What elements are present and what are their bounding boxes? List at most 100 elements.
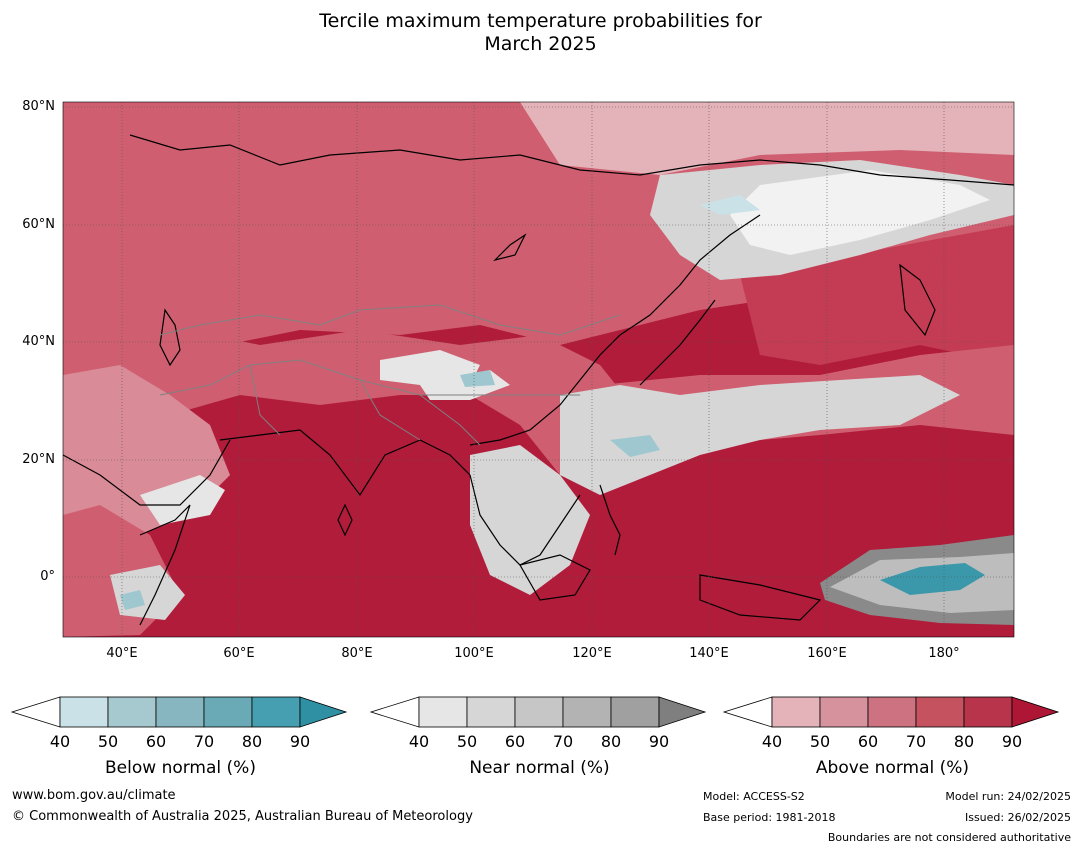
lon-label-180: 180°	[928, 646, 960, 661]
swatch-above-1	[771, 696, 821, 728]
footer-disclaimer: Boundaries are not considered authoritat…	[827, 831, 1071, 844]
lat-label-40n: 40°N	[22, 334, 55, 349]
colorbar-above-swatches	[722, 696, 1060, 728]
field-near-east-siberia-white	[730, 170, 990, 255]
footer-model-run: Model run: 24/02/2025	[945, 790, 1071, 803]
footer-copyright: © Commonwealth of Australia 2025, Austra…	[12, 809, 473, 824]
lon-label-40e: 40°E	[106, 646, 138, 661]
field-below-tibet	[460, 370, 495, 387]
field-above-80-north-pacific	[740, 225, 1014, 365]
lon-label-160e: 160°E	[807, 646, 847, 661]
coastlines	[63, 134, 1014, 626]
tick-below-80: 80	[241, 732, 263, 751]
swatch-near-2	[466, 696, 516, 728]
lon-label-140e: 140°E	[689, 646, 729, 661]
tick-below-90: 90	[289, 732, 311, 751]
coast-philippines	[599, 484, 621, 556]
swatch-near-1	[418, 696, 468, 728]
coast-japan	[639, 299, 716, 386]
coast-new-guinea	[699, 574, 822, 621]
field-below-africa	[120, 590, 145, 610]
field-above-50-north-east	[520, 102, 1014, 175]
tick-near-90: 90	[648, 732, 670, 751]
field-below-east-siberia	[700, 195, 760, 215]
field-near-east-china	[560, 375, 960, 495]
tick-near-60: 60	[504, 732, 526, 751]
tick-below-70: 70	[193, 732, 215, 751]
swatch-above-0	[722, 696, 773, 728]
swatch-above-3	[867, 696, 917, 728]
swatch-below-6	[299, 696, 348, 728]
swatch-near-0	[369, 696, 420, 728]
coast-arabia	[63, 439, 231, 506]
colorbar-below-swatches	[10, 696, 348, 728]
field-above-70-central-asia	[63, 325, 640, 475]
swatch-below-4	[203, 696, 253, 728]
tick-near-40: 40	[408, 732, 430, 751]
swatch-near-3	[514, 696, 564, 728]
map-frame	[62, 101, 1015, 638]
tick-near-50: 50	[456, 732, 478, 751]
coast-borneo	[519, 554, 591, 601]
tick-above-40: 40	[761, 732, 783, 751]
map-area	[0, 95, 1081, 665]
field-near-mongolia	[380, 350, 480, 385]
swatch-below-3	[155, 696, 205, 728]
lon-label-120e: 120°E	[572, 646, 612, 661]
colorbar-below-caption: Below normal (%)	[105, 758, 256, 778]
coast-kamchatka	[899, 263, 936, 337]
swatch-above-5	[963, 696, 1013, 728]
colorbar-near-swatches	[369, 696, 707, 728]
lat-label-20n: 20°N	[22, 452, 55, 467]
footer-issued: Issued: 26/02/2025	[964, 811, 1071, 824]
graticule	[63, 102, 1014, 637]
tick-above-80: 80	[953, 732, 975, 751]
coast-baikal	[493, 233, 527, 262]
title-line-2: March 2025	[484, 33, 597, 55]
lat-label-60n: 60°N	[22, 217, 55, 232]
colorbar-above-caption: Above normal (%)	[815, 758, 970, 778]
field-near-se-asia	[470, 445, 590, 595]
field-below-taiwan	[610, 435, 660, 457]
lon-label-60e: 60°E	[223, 646, 255, 661]
swatch-near-6	[658, 696, 707, 728]
tick-above-50: 50	[809, 732, 831, 751]
tick-above-60: 60	[857, 732, 879, 751]
lon-label-100e: 100°E	[454, 646, 494, 661]
swatch-above-2	[819, 696, 869, 728]
swatch-below-5	[251, 696, 301, 728]
swatch-below-2	[107, 696, 157, 728]
tick-below-50: 50	[97, 732, 119, 751]
footer-model: Model: ACCESS-S2	[703, 790, 805, 803]
field-near-arabia	[140, 475, 225, 525]
lat-label-80n: 80°N	[22, 99, 55, 114]
tick-near-70: 70	[552, 732, 574, 751]
coast-sri-lanka	[337, 503, 353, 537]
swatch-below-1	[59, 696, 109, 728]
swatch-above-6	[1011, 696, 1060, 728]
tick-below-40: 40	[49, 732, 71, 751]
swatch-above-4	[915, 696, 965, 728]
colorbar-near-caption: Near normal (%)	[469, 758, 610, 778]
field-below-south-pacific	[880, 563, 985, 595]
tick-above-90: 90	[1001, 732, 1023, 751]
swatch-near-4	[562, 696, 612, 728]
country-borders	[159, 304, 621, 446]
lat-label-0: 0°	[40, 569, 55, 584]
tick-below-60: 60	[145, 732, 167, 751]
chart-title: Tercile maximum temperature probabilitie…	[0, 10, 1081, 56]
lon-label-80e: 80°E	[341, 646, 373, 661]
footer-website[interactable]: www.bom.gov.au/climate	[12, 788, 176, 803]
swatch-near-5	[610, 696, 660, 728]
colorbar-below: 40 50 60 70 80 90 Below normal (%)	[8, 692, 353, 782]
coast-arctic	[129, 134, 1014, 186]
coast-india	[219, 429, 471, 497]
title-line-1: Tercile maximum temperature probabilitie…	[319, 10, 762, 32]
coast-east-asia	[469, 214, 761, 446]
tick-above-70: 70	[905, 732, 927, 751]
swatch-below-0	[10, 696, 61, 728]
colorbar-above: 40 50 60 70 80 90 Above normal (%)	[720, 692, 1065, 782]
coast-africa-horn	[139, 504, 191, 626]
coast-caspian	[159, 308, 181, 367]
colorbar-near: 40 50 60 70 80 90 Near normal (%)	[367, 692, 712, 782]
